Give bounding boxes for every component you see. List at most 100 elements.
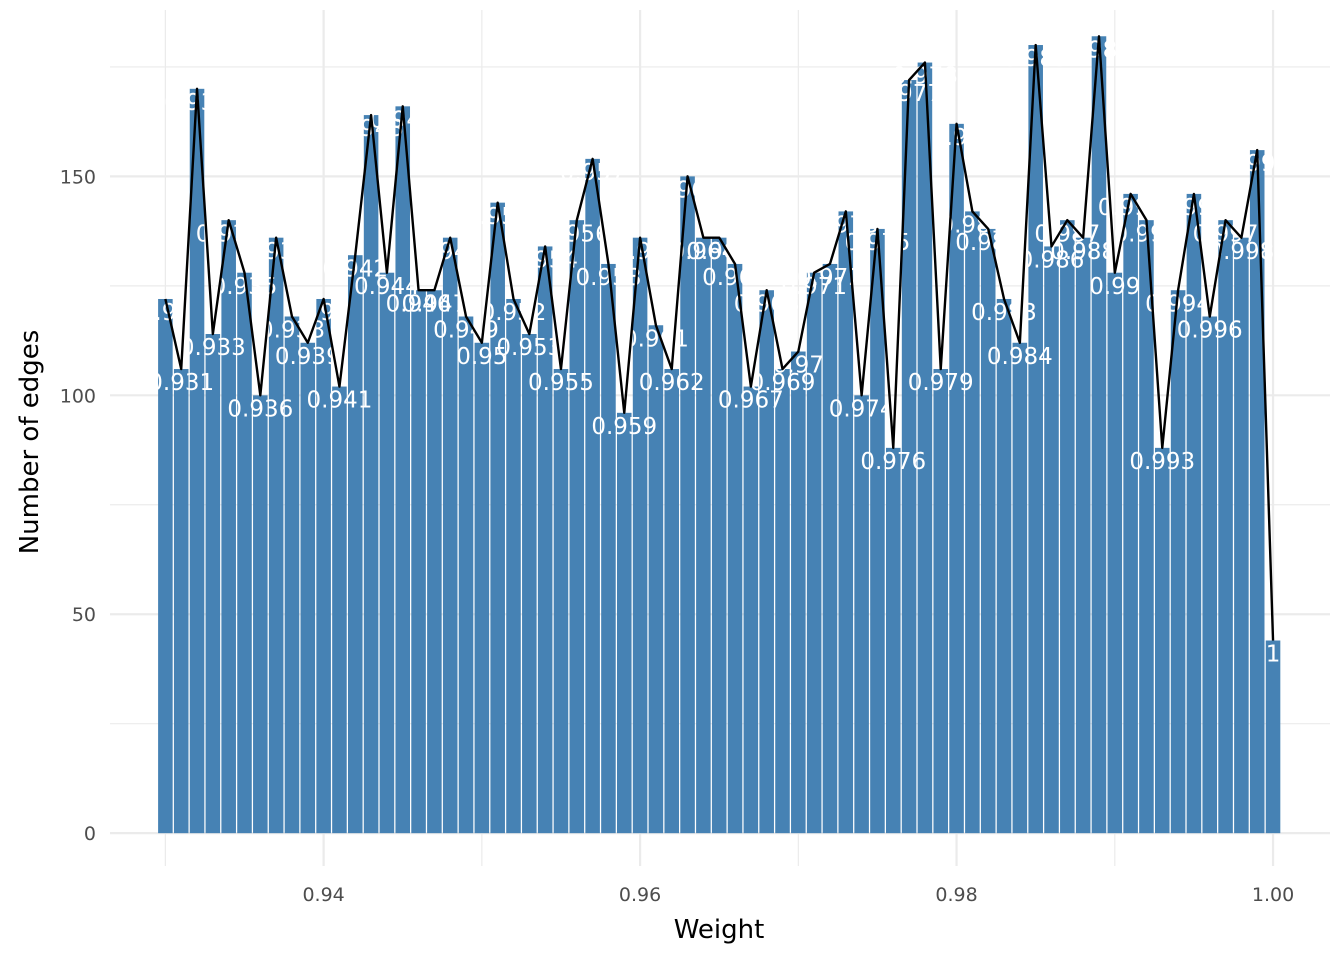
y-tick-label: 50 [72,604,96,626]
bar [411,290,426,834]
bar-label: 0.933 [180,335,246,361]
bar [458,316,474,834]
bar [933,369,949,834]
bar-label: 0.95 [456,344,507,370]
x-tick-label: 0.96 [619,884,661,906]
x-tick-label: 0.98 [935,884,977,906]
bar-label: 0.952 [481,300,547,326]
bar-label: 0.988 [1050,239,1116,265]
bar-label: 0.993 [1129,449,1195,475]
bar-label: 0.959 [591,414,657,440]
bar [1202,316,1218,834]
x-tick-label: 1.00 [1252,884,1294,906]
bar [1107,272,1123,834]
bar [1265,640,1281,834]
bar [347,255,363,834]
bar [949,123,964,834]
bar [885,447,901,834]
bar [917,62,933,834]
bar [806,272,822,834]
bar [1060,220,1075,834]
bar [775,369,790,834]
bar [870,228,885,834]
bar-label: 0.941 [307,388,373,414]
bar [1249,150,1265,834]
bar [1186,193,1202,834]
bar [537,246,553,834]
bar-label: 0.936 [227,396,293,422]
bar [791,351,806,834]
bar [189,88,205,834]
bar-label: 0.965 [686,239,752,265]
bar-label: 0.947 [401,291,467,317]
bar [300,342,316,834]
bar [601,263,616,834]
bar [996,298,1012,834]
bar [822,263,838,834]
bar [632,237,648,834]
bar [268,237,284,834]
bar [1170,290,1186,834]
bar [221,220,236,834]
bar [664,369,680,834]
bar [1234,237,1249,834]
bar-label: 0.99 [1089,274,1140,300]
bar [1139,220,1154,834]
y-axis-title: Number of edges [15,330,45,555]
bar [648,325,664,834]
bar-label: 0.976 [860,449,926,475]
bar [1075,237,1091,834]
bar [332,386,347,834]
bar-label: 0.984 [987,344,1053,370]
bar [474,342,490,834]
bar [759,290,774,834]
bar-label: 0.979 [908,370,974,396]
bar-label: 0.961 [623,326,689,352]
bar-label: 0.93 [140,300,191,326]
bar [711,237,727,834]
bar-label: 0.944 [354,274,420,300]
bar [980,228,996,834]
bar [1218,220,1233,834]
bar-label: 0.987 [1034,221,1100,247]
bar [838,211,854,834]
bar-label: 0.974 [829,396,895,422]
bar [237,272,252,834]
bar [316,298,331,834]
bar [901,80,917,834]
bar [553,369,569,834]
bar-label: 0.949 [433,318,499,344]
bar-label: 1 [1266,642,1281,668]
bar [1028,45,1043,834]
y-tick-label: 150 [60,166,96,188]
y-tick-label: 100 [60,385,96,407]
x-axis-ticks: 0.94 0.96 0.98 1.00 [302,884,1294,906]
y-axis-ticks: 0 50 100 150 [60,166,96,845]
bar-label: 0.931 [148,370,214,396]
bar [379,272,395,834]
bar [1091,36,1107,834]
bar [395,106,411,834]
bar-label: 0.938 [259,318,325,344]
bar [522,334,537,834]
bar [490,202,505,834]
bar [854,395,869,834]
bar-label: 0.996 [1177,318,1243,344]
bar [158,298,173,834]
bar [427,290,442,834]
bar [1154,447,1170,834]
bar [363,115,379,834]
bar [965,211,980,834]
bar [173,369,189,834]
bar [253,395,268,834]
x-axis-title: Weight [674,915,765,945]
bar-label: 0.953 [496,335,562,361]
bar-label: 0.986 [1019,248,1085,274]
x-tick-label: 0.94 [302,884,344,906]
bar [680,176,695,834]
bar-label: 0.983 [971,300,1037,326]
bar-label: 0.967 [718,388,784,414]
bar-label: 0.969 [750,370,816,396]
y-tick-label: 0 [84,823,96,845]
